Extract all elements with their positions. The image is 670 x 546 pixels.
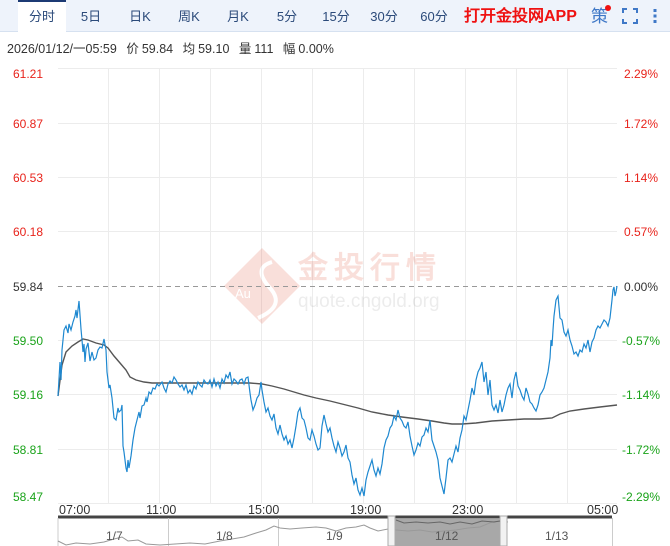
- navigator-date: 1/13: [545, 529, 569, 543]
- navigator-right-handle[interactable]: [499, 515, 508, 546]
- svg-text:quote.cngold.org: quote.cngold.org: [298, 291, 440, 312]
- y-label-left: 60.87: [12, 117, 44, 131]
- y-label-right: 1.72%: [623, 117, 659, 131]
- watermark-logo-icon: [224, 248, 300, 324]
- y-label-right: 1.14%: [623, 171, 659, 185]
- price-line: [57, 285, 618, 497]
- x-label: 19:00: [350, 503, 382, 517]
- period-tab-bar: 分时 5日 日K 周K 月K 5分 15分 30分 60分 打开金投网APP 策: [0, 0, 670, 33]
- navigator-date: 1/12: [435, 529, 459, 543]
- horizontal-gridlines: [58, 68, 617, 504]
- price-value: 59.84: [141, 42, 174, 56]
- tab-daily-k[interactable]: 日K: [129, 9, 151, 24]
- price-label: 价: [126, 42, 139, 56]
- y-label-right: -0.57%: [621, 334, 661, 348]
- average-price-line: [57, 338, 618, 425]
- tab-monthly-k[interactable]: 月K: [227, 9, 249, 24]
- x-label: 15:00: [248, 503, 280, 517]
- strategy-button[interactable]: 策: [591, 7, 608, 26]
- y-label-right: -1.14%: [621, 388, 661, 402]
- y-label-right: 2.29%: [623, 67, 659, 81]
- notification-dot: [605, 5, 611, 11]
- tab-60min[interactable]: 60分: [420, 9, 448, 24]
- avg-value: 59.10: [198, 42, 230, 56]
- navigator-date: 1/9: [326, 529, 343, 543]
- tab-30min[interactable]: 30分: [370, 9, 398, 24]
- quote-datetime: 2026/01/12/一05:59: [7, 42, 117, 56]
- tab-5min[interactable]: 5分: [276, 9, 298, 24]
- tab-5day[interactable]: 5日: [80, 9, 102, 24]
- tab-weekly-k[interactable]: 周K: [178, 9, 200, 24]
- x-label: 07:00: [59, 503, 91, 517]
- y-label-left: 58.81: [12, 443, 44, 457]
- watermark: Au 金投行情 quote.cngold.org: [224, 248, 442, 324]
- svg-text:金投行情: 金投行情: [297, 251, 442, 286]
- more-vertical-icon[interactable]: [652, 8, 658, 24]
- quote-info-bar: 2026/01/12/一05:59 价 59.84 均 59.10 量 111 幅 0.…: [7, 38, 340, 57]
- y-label-left: 60.18: [12, 225, 44, 239]
- y-label-left: 59.84: [12, 280, 44, 294]
- y-label-left: 59.16: [12, 388, 44, 402]
- volume-value: 111: [254, 42, 274, 56]
- tab-intraday[interactable]: 分时: [18, 0, 66, 33]
- y-label-left: 61.21: [12, 67, 44, 81]
- navigator-left-handle[interactable]: [387, 515, 396, 546]
- change-value: 0.00%: [298, 42, 334, 56]
- y-label-left: 60.53: [12, 171, 44, 185]
- x-label: 05:00: [587, 503, 619, 517]
- tab-15min[interactable]: 15分: [322, 9, 350, 24]
- y-label-right: 0.00%: [623, 280, 659, 294]
- navigator-date: 1/7: [106, 529, 123, 543]
- x-label: 11:00: [146, 503, 177, 517]
- y-label-right: -2.29%: [621, 490, 661, 504]
- navigator-date: 1/8: [216, 529, 233, 543]
- y-label-right: 0.57%: [623, 225, 659, 239]
- fullscreen-icon[interactable]: [622, 8, 638, 24]
- x-label: 23:00: [452, 503, 484, 517]
- avg-label: 均: [182, 42, 196, 56]
- y-label-right: -1.72%: [621, 443, 661, 457]
- time-navigator[interactable]: [57, 515, 613, 546]
- change-label: 幅: [282, 42, 296, 56]
- y-label-left: 59.50: [12, 334, 44, 348]
- y-label-left: 58.47: [12, 490, 44, 504]
- open-app-link[interactable]: 打开金投网APP: [464, 8, 577, 25]
- volume-label: 量: [238, 42, 252, 56]
- svg-text:Au: Au: [235, 286, 251, 301]
